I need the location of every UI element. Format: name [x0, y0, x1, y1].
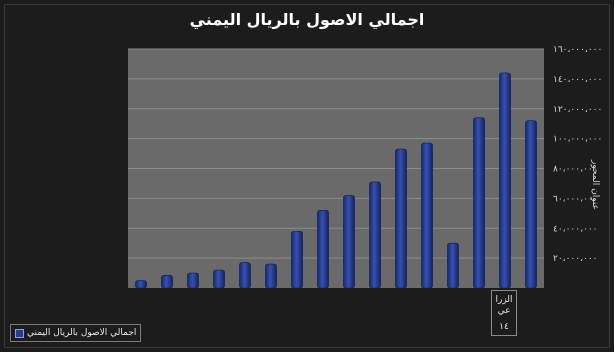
bar [135, 280, 147, 289]
y-tick-label: ٦٠،٠٠٠،٠٠٠ [553, 194, 597, 204]
legend-swatch [15, 328, 24, 338]
legend: اجمالي الاصول بالريال اليمني [10, 324, 142, 342]
bar [421, 142, 433, 289]
bar [213, 269, 225, 289]
y-axis-label: عنوان المحور [590, 160, 600, 210]
bar [239, 262, 251, 289]
y-tick-label: ١٢٠،٠٠٠،٠٠٠ [553, 105, 602, 115]
y-tick-label: ٤٠،٠٠٠،٠٠٠ [553, 224, 597, 234]
bar [317, 210, 329, 289]
bar [395, 148, 407, 289]
y-tick-labels: ٢٠،٠٠٠،٠٠٠ ٤٠،٠٠٠،٠٠٠ ٦٠،٠٠٠،٠٠٠ ٨٠،٠٠٠،٠٠٠… [553, 45, 602, 264]
bar [291, 230, 303, 289]
category-label: الزرا عي [495, 295, 513, 316]
bar [525, 120, 537, 289]
bar [447, 242, 459, 289]
bar [369, 181, 381, 289]
bar [343, 195, 355, 289]
y-tick-label: ١٦٠،٠٠٠،٠٠٠ [553, 45, 602, 55]
bar [499, 72, 511, 289]
bars [135, 72, 537, 289]
category-index: ١٤ [499, 322, 509, 332]
legend-series-name: اجمالي الاصول بالريال اليمني [27, 328, 137, 338]
bar [265, 263, 277, 289]
category-label-box: الزرا عي ١٤ [491, 290, 517, 336]
bar [473, 117, 485, 289]
y-tick-label: ٨٠،٠٠٠،٠٠٠ [553, 165, 597, 175]
y-tick-label: ١٤٠،٠٠٠،٠٠٠ [553, 75, 602, 85]
y-tick-label: ١٠٠،٠٠٠،٠٠٠ [553, 135, 602, 145]
chart-title: اجمالي الاصول بالريال اليمني [189, 10, 425, 29]
bar [161, 275, 173, 289]
bar [187, 272, 199, 289]
y-tick-label: ٢٠،٠٠٠،٠٠٠ [553, 254, 597, 264]
